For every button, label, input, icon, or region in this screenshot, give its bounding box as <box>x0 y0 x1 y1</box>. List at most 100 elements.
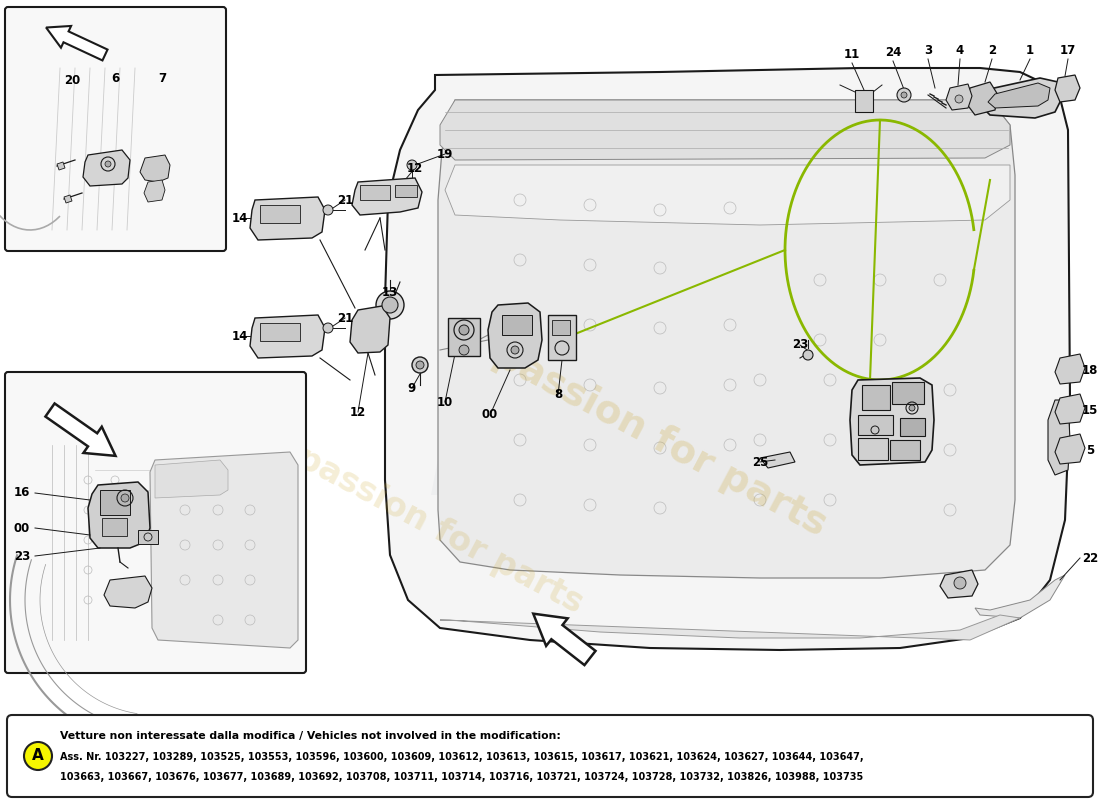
Text: 103663, 103667, 103676, 103677, 103689, 103692, 103708, 103711, 103714, 103716, : 103663, 103667, 103676, 103677, 103689, … <box>60 772 864 782</box>
Polygon shape <box>966 82 998 115</box>
Bar <box>858 415 893 435</box>
Circle shape <box>376 291 404 319</box>
Polygon shape <box>350 306 390 353</box>
Bar <box>892 382 924 404</box>
FancyBboxPatch shape <box>6 372 306 673</box>
Polygon shape <box>144 180 165 202</box>
Circle shape <box>412 357 428 373</box>
Polygon shape <box>64 195 72 203</box>
Bar <box>855 90 873 112</box>
Polygon shape <box>46 26 108 61</box>
Polygon shape <box>57 162 65 170</box>
Circle shape <box>323 323 333 333</box>
Polygon shape <box>88 482 150 548</box>
Text: 6: 6 <box>111 71 119 85</box>
Circle shape <box>382 297 398 313</box>
Circle shape <box>909 405 915 411</box>
Bar <box>138 530 158 544</box>
Text: passion for parts: passion for parts <box>487 336 833 544</box>
Text: pro
parts: pro parts <box>432 286 728 494</box>
Bar <box>448 318 480 356</box>
Polygon shape <box>488 303 542 368</box>
Circle shape <box>512 346 519 354</box>
FancyBboxPatch shape <box>6 7 225 251</box>
Bar <box>100 490 130 515</box>
Polygon shape <box>1048 400 1070 475</box>
Bar <box>900 418 925 436</box>
Text: 19: 19 <box>437 147 453 161</box>
Polygon shape <box>1055 75 1080 102</box>
Text: 1: 1 <box>1026 45 1034 58</box>
Bar <box>890 440 920 460</box>
Bar <box>360 185 390 200</box>
Bar <box>395 185 417 197</box>
Bar <box>548 315 576 360</box>
Polygon shape <box>440 100 1010 160</box>
Text: 15: 15 <box>1081 403 1098 417</box>
Polygon shape <box>980 78 1062 118</box>
Text: 12: 12 <box>350 406 366 418</box>
Text: 18: 18 <box>1081 363 1098 377</box>
Polygon shape <box>1055 394 1085 424</box>
Circle shape <box>24 742 52 770</box>
Polygon shape <box>150 452 298 648</box>
Polygon shape <box>82 150 130 186</box>
Polygon shape <box>385 68 1070 650</box>
Circle shape <box>407 160 417 170</box>
Polygon shape <box>104 576 152 608</box>
Text: 12: 12 <box>407 162 424 174</box>
Text: 21: 21 <box>337 311 353 325</box>
Text: 8: 8 <box>554 389 562 402</box>
Text: 20: 20 <box>64 74 80 86</box>
Polygon shape <box>446 165 1010 225</box>
Circle shape <box>416 361 424 369</box>
Text: 11: 11 <box>844 49 860 62</box>
Polygon shape <box>438 100 1015 578</box>
Polygon shape <box>850 378 934 465</box>
Text: 3: 3 <box>924 45 932 58</box>
Polygon shape <box>946 84 972 110</box>
Bar <box>862 385 890 410</box>
Text: Ass. Nr. 103227, 103289, 103525, 103553, 103596, 103600, 103609, 103612, 103613,: Ass. Nr. 103227, 103289, 103525, 103553,… <box>60 752 864 762</box>
Text: 5: 5 <box>1086 443 1094 457</box>
Text: 14: 14 <box>232 330 249 342</box>
Circle shape <box>901 92 908 98</box>
Text: 17: 17 <box>1060 45 1076 58</box>
Text: 2: 2 <box>988 45 997 58</box>
Bar <box>858 438 888 460</box>
Text: passion for parts: passion for parts <box>292 440 588 620</box>
Text: 23: 23 <box>14 550 30 562</box>
Circle shape <box>803 350 813 360</box>
Text: 13: 13 <box>382 286 398 298</box>
Polygon shape <box>45 403 116 456</box>
Bar <box>552 320 570 335</box>
Polygon shape <box>1055 434 1085 464</box>
FancyBboxPatch shape <box>7 715 1093 797</box>
Text: 7: 7 <box>158 71 166 85</box>
Text: 16: 16 <box>14 486 30 499</box>
Text: 14: 14 <box>232 211 249 225</box>
Circle shape <box>954 577 966 589</box>
Polygon shape <box>760 452 795 468</box>
Text: 24: 24 <box>884 46 901 59</box>
Polygon shape <box>1055 354 1085 384</box>
Text: 23: 23 <box>792 338 808 351</box>
Circle shape <box>459 345 469 355</box>
Text: A: A <box>32 749 44 763</box>
Circle shape <box>896 88 911 102</box>
Text: 9: 9 <box>408 382 416 394</box>
Text: 4: 4 <box>956 45 964 58</box>
Polygon shape <box>988 83 1050 108</box>
Text: 00: 00 <box>482 409 498 422</box>
Bar <box>260 205 300 223</box>
Text: 10: 10 <box>437 395 453 409</box>
Polygon shape <box>940 570 978 598</box>
Circle shape <box>955 95 962 103</box>
Text: 00: 00 <box>14 522 30 534</box>
Circle shape <box>459 325 469 335</box>
Polygon shape <box>140 155 170 182</box>
Polygon shape <box>352 178 422 215</box>
Bar <box>502 315 532 335</box>
Polygon shape <box>440 615 1020 640</box>
Circle shape <box>104 161 111 167</box>
